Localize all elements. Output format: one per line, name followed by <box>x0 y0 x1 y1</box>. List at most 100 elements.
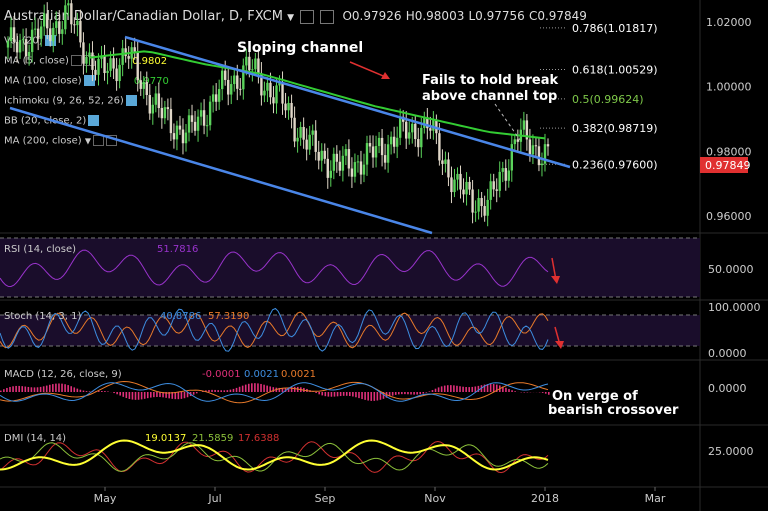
candle-body <box>181 129 185 144</box>
macd-hist-bar <box>33 387 36 392</box>
eye-icon[interactable] <box>320 9 335 24</box>
x-tick-label: 2018 <box>531 492 559 505</box>
y-tick-label: 0.98000 <box>706 145 752 158</box>
macd-hist-bar <box>88 391 91 392</box>
macd-hist-bar <box>153 392 155 398</box>
price-axis[interactable]: 0.96000 0.98000 1.00000 1.02000 <box>706 16 752 223</box>
fib-label: 0.5(0.99624) <box>572 93 644 106</box>
macd-hist-bar <box>177 392 180 400</box>
macd-hist-bar <box>45 385 48 392</box>
candle-body <box>15 41 19 53</box>
macd-hist-bar <box>104 391 106 392</box>
candle-body <box>302 126 305 140</box>
candle-body <box>43 13 46 27</box>
candle-body <box>350 168 354 177</box>
candle-body <box>501 168 504 172</box>
eye-icon[interactable] <box>88 115 100 126</box>
candle-body <box>320 150 323 161</box>
macd-hist-bar <box>146 392 149 399</box>
indicator-label: MA (5, close) <box>4 55 69 67</box>
macd-hist-bar <box>76 388 79 392</box>
chart-header: Australian Dollar/Canadian Dollar, D, FX… <box>4 9 587 24</box>
macd-hist-bar <box>339 392 342 397</box>
chevron-down-icon[interactable]: ▼ <box>287 13 295 23</box>
x-tick-label: Sep <box>315 492 336 505</box>
macd-hist-bar <box>284 387 287 392</box>
macd-hist-bar <box>407 392 409 395</box>
fibonacci-levels: 0.786(1.01817) 0.618(1.00529) 0.5(0.99624)… <box>540 22 658 171</box>
symbol-title[interactable]: Australian Dollar/Canadian Dollar, D, FX… <box>4 9 283 24</box>
annotation-macd-line2: bearish crossover <box>548 403 679 418</box>
candle-body <box>326 158 329 178</box>
candle-body <box>359 161 363 175</box>
candle-body <box>411 123 414 133</box>
candle-body <box>97 58 100 75</box>
eye-icon[interactable] <box>125 95 137 106</box>
candle-body <box>67 3 70 6</box>
macd-hist-bar <box>21 386 24 392</box>
channel-bottom-line[interactable] <box>9 106 433 235</box>
macd-hist-bar <box>97 391 100 392</box>
candle-body <box>317 151 320 161</box>
macd-hist-bar <box>416 392 418 395</box>
macd-hist-bar <box>505 387 507 392</box>
adx-line <box>0 439 549 471</box>
macd-hist-bar <box>446 385 449 392</box>
settings-icon[interactable] <box>300 9 315 24</box>
macd-hist-bar <box>64 384 66 392</box>
macd-hist-bar <box>168 392 170 399</box>
time-axis[interactable]: May Jul Sep Nov 2018 Mar <box>94 487 666 505</box>
candle-body <box>260 73 263 96</box>
eye-icon[interactable] <box>70 55 82 66</box>
channel-top-line[interactable] <box>124 35 571 169</box>
macd-hist-bar <box>159 392 161 398</box>
macd-hist-bar <box>459 386 461 392</box>
indicator-ichimoku[interactable]: Ichimoku (9, 26, 52, 26) <box>4 95 137 107</box>
annotation-macd-line1: On verge of <box>552 389 638 404</box>
macd-label[interactable]: MACD (12, 26, close, 9) <box>4 369 122 380</box>
candle-body <box>371 146 375 158</box>
indicator-ma100[interactable]: MA (100, close) 0.9770 <box>4 75 169 87</box>
candle-body <box>9 27 13 42</box>
candle-body <box>145 81 148 95</box>
candle-body <box>284 103 287 111</box>
stoch-label[interactable]: Stoch (14, 3, 1) <box>4 311 81 322</box>
candle-body <box>374 146 378 158</box>
candle-body <box>305 139 308 150</box>
candle-body <box>73 24 76 26</box>
candle-body <box>61 29 64 34</box>
candle-body <box>522 120 526 130</box>
macd-hist-bar <box>220 390 223 392</box>
candle-body <box>438 133 441 161</box>
macd-hist-bar <box>58 383 60 392</box>
candle-body <box>332 153 336 171</box>
candle-body <box>39 26 43 39</box>
candle-body <box>169 109 173 134</box>
macd-hist-bar <box>434 388 437 392</box>
candle-body <box>91 52 94 70</box>
candlestick-series <box>6 0 550 227</box>
indicator-label: BB (20, close, 2) <box>4 115 87 127</box>
eye-icon[interactable] <box>83 75 95 86</box>
macd-hist-bar <box>134 392 137 400</box>
macd-hist-bar <box>293 386 296 392</box>
macd-hist-bar <box>397 392 400 395</box>
dmi-label[interactable]: DMI (14, 14) <box>4 433 66 444</box>
macd-hist-bar <box>382 392 385 399</box>
candle-body <box>347 149 351 169</box>
macd-hist-bar <box>471 386 474 392</box>
macd-hist-bar <box>361 392 363 400</box>
candle-body <box>507 170 510 181</box>
indicator-bb[interactable]: BB (20, close, 2) <box>4 115 100 127</box>
candle-body <box>115 68 118 82</box>
macd-hist-bar <box>211 389 213 392</box>
macd-hist-bar <box>6 387 8 392</box>
candle-body <box>489 181 492 200</box>
candle-body <box>510 144 513 171</box>
candle-body <box>142 81 145 89</box>
rsi-label[interactable]: RSI (14, close) <box>4 244 76 255</box>
macd-hist-bar <box>205 390 207 392</box>
macd-hist-bar <box>150 392 152 398</box>
macd-hist-bar <box>367 392 369 401</box>
